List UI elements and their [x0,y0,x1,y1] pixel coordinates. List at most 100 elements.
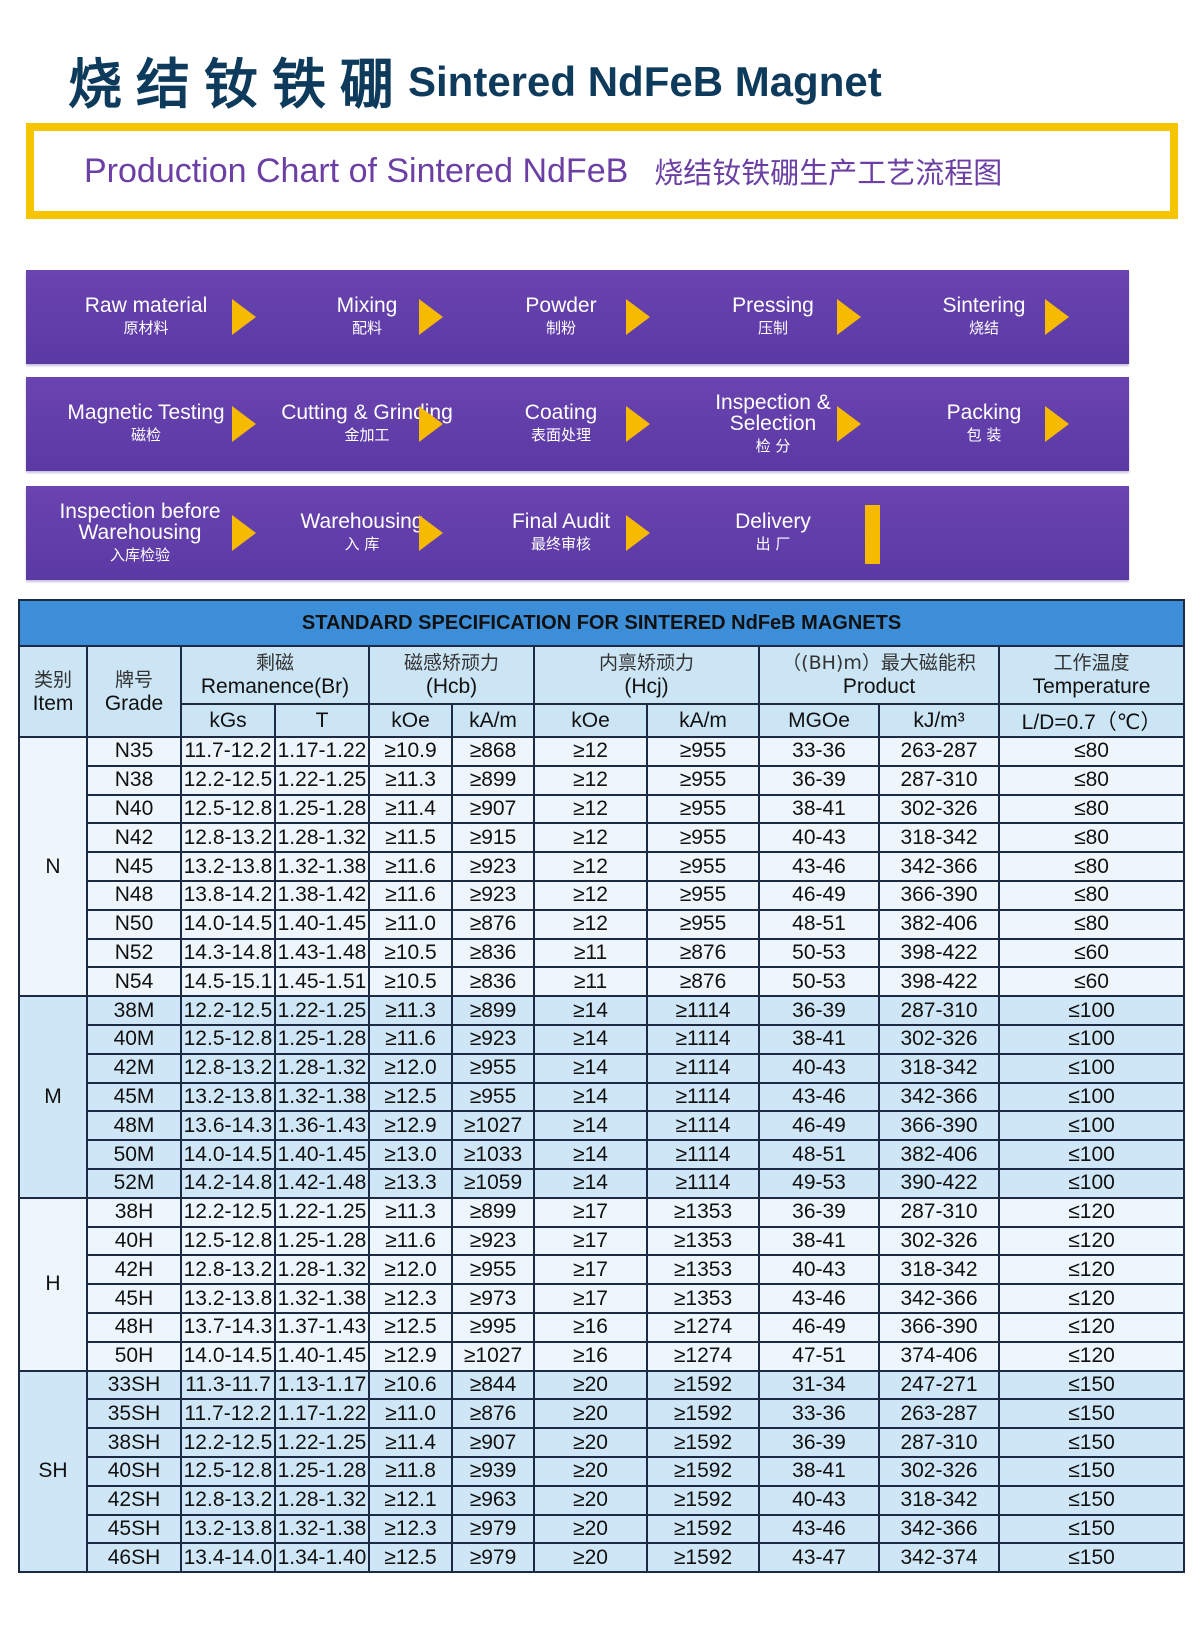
spec-cell: ≥836 [451,966,535,998]
spec-cell: 12.8-13.2 [180,1052,276,1084]
unit-header: kOe [368,703,453,738]
grade-cell: 33SH [86,1369,182,1401]
table-row: 35SH 11.7-12.2 1.17-1.22 ≥11.0 ≥876 ≥20 ≥1592 3… [19,1398,1186,1430]
spec-cell: ≥1592 [646,1513,760,1545]
grade-cell: 38H [86,1196,182,1228]
step-label-en: Packing [946,401,1022,424]
spec-cell: 13.2-13.8 [180,1283,276,1314]
spec-cell: ≥11.6 [368,1225,453,1257]
table-row: H 38H 12.2-12.5 1.22-1.25 ≥11.3 ≥899 ≥17 ≥1353 3… [18,1196,1186,1372]
spec-cell: 1.38-1.42 [274,879,370,911]
process-step: Warehousing 入 库 [262,486,462,580]
table-row: 40H 12.5-12.8 1.25-1.28 ≥11.6 ≥923 ≥17 ≥1353 38… [19,1225,1186,1257]
grade-cell: N50 [86,908,182,940]
step-label-cn: 入库检验 [109,545,170,564]
spec-cell: 40-43 [758,1484,880,1516]
table-row: N54 14.5-15.1 1.45-1.51 ≥10.5 ≥836 ≥11 ≥876 50-… [19,966,1186,998]
spec-cell: 1.17-1.22 [274,1398,370,1430]
spec-cell: ≥20 [533,1427,648,1458]
spec-cell: ≥1027 [451,1340,535,1372]
spec-cell: ≥955 [646,822,760,854]
table-row: 48H 13.7-14.3 1.37-1.43 ≥12.5 ≥995 ≥16 ≥1274 46… [19,1311,1186,1343]
spec-cell: 48-51 [758,1139,880,1170]
spec-cell: ≥11.5 [368,822,453,854]
spec-cell: ≥955 [646,764,760,796]
step-label-cn: 压制 [757,319,788,337]
table-row: N38 12.2-12.5 1.22-1.25 ≥11.3 ≥899 ≥12 ≥955 36-… [19,764,1186,796]
process-step: Inspection before Warehousing 入库检验 [40,486,240,580]
spec-cell: ≥1353 [646,1254,760,1286]
spec-cell: 40-43 [758,822,880,854]
spec-cell: 366-390 [878,879,1000,911]
spec-cell: 1.43-1.48 [274,937,370,969]
spec-cell: 46-49 [758,879,880,911]
table-row: 38SH 12.2-12.5 1.22-1.25 ≥11.4 ≥907 ≥20 ≥1592 3… [19,1427,1186,1458]
grade-cell: N48 [86,879,182,911]
grade-cell: 42SH [86,1484,182,1516]
spec-cell: 1.22-1.25 [274,764,370,796]
spec-cell: 342-374 [878,1542,1000,1574]
spec-cell: ≥11.3 [368,764,453,796]
spec-cell: ≤80 [997,851,1186,882]
spec-cell: ≥12.5 [368,1081,453,1113]
spec-cell: ≥12 [533,736,648,767]
spec-cell: 1.36-1.43 [274,1110,370,1142]
step-label-en: Cutting & Grinding [281,401,453,424]
spec-cell: ≥876 [646,937,760,969]
spec-cell: 287-310 [878,764,1000,796]
spec-cell: ≥20 [533,1542,648,1574]
arrow-right-icon [232,515,256,551]
grade-cell: N54 [86,966,182,998]
grade-cell: N42 [86,822,182,854]
spec-cell: ≤100 [997,1167,1186,1199]
arrow-right-icon [837,299,861,335]
spec-cell: ≥955 [646,793,760,825]
process-band: Raw material 原材料 Mixing 配料 Powder 制粉 Pressing 压… [26,270,1129,364]
grade-cell: N45 [86,851,182,882]
spec-cell: ≤150 [997,1484,1186,1516]
spec-cell: ≤100 [997,1139,1186,1170]
spec-cell: ≥17 [533,1225,648,1257]
spec-cell: 342-366 [878,851,1000,882]
grade-cell: 52M [86,1167,182,1199]
spec-cell: 36-39 [758,1427,880,1458]
spec-cell: ≤100 [997,1023,1186,1055]
spec-cell: ≤80 [997,908,1186,940]
grade-cell: 42M [86,1052,182,1084]
spec-cell: ≥1592 [646,1427,760,1458]
spec-cell: 38-41 [758,793,880,825]
grade-cell: 40H [86,1225,182,1257]
spec-cell: ≥1114 [646,1110,760,1142]
spec-cell: ≥12.3 [368,1283,453,1314]
spec-cell: 287-310 [878,1196,1000,1228]
spec-cell: 1.28-1.32 [274,1052,370,1084]
grade-cell: N40 [86,793,182,825]
spec-cell: ≤100 [997,1110,1186,1142]
spec-cell: ≥1033 [451,1139,535,1170]
spec-cell: ≤150 [997,1369,1186,1401]
step-label-en: Powder [525,294,597,317]
spec-cell: 14.2-14.8 [180,1167,276,1199]
step-label-cn: 出 厂 [755,535,791,553]
item-category: N [18,735,88,998]
spec-cell: 263-287 [878,1398,1000,1430]
spec-cell: ≥14 [533,1110,648,1142]
step-label-cn: 金加工 [344,426,390,444]
spec-cell: 318-342 [878,1484,1000,1516]
table-row: 50M 14.0-14.5 1.40-1.45 ≥13.0 ≥1033 ≥14 ≥1114 4… [19,1139,1186,1170]
spec-cell: ≥1274 [646,1311,760,1343]
spec-cell: 1.25-1.28 [274,793,370,825]
spec-cell: ≤80 [997,736,1186,767]
spec-cell: ≥1114 [646,1081,760,1113]
spec-cell: 318-342 [878,1052,1000,1084]
arrow-right-icon [1045,299,1069,335]
spec-cell: ≥10.6 [368,1369,453,1401]
process-step: Cutting & Grinding 金加工 [267,377,467,471]
spec-cell: 342-366 [878,1283,1000,1314]
spec-cell: ≥1114 [646,1139,760,1170]
spec-cell: ≤80 [997,764,1186,796]
table-title: STANDARD SPECIFICATION FOR SINTERED NdFe… [17,599,1186,647]
spec-cell: 38-41 [758,1225,880,1257]
header-item: 类别 Item [18,645,88,738]
arrow-right-icon [626,406,650,442]
